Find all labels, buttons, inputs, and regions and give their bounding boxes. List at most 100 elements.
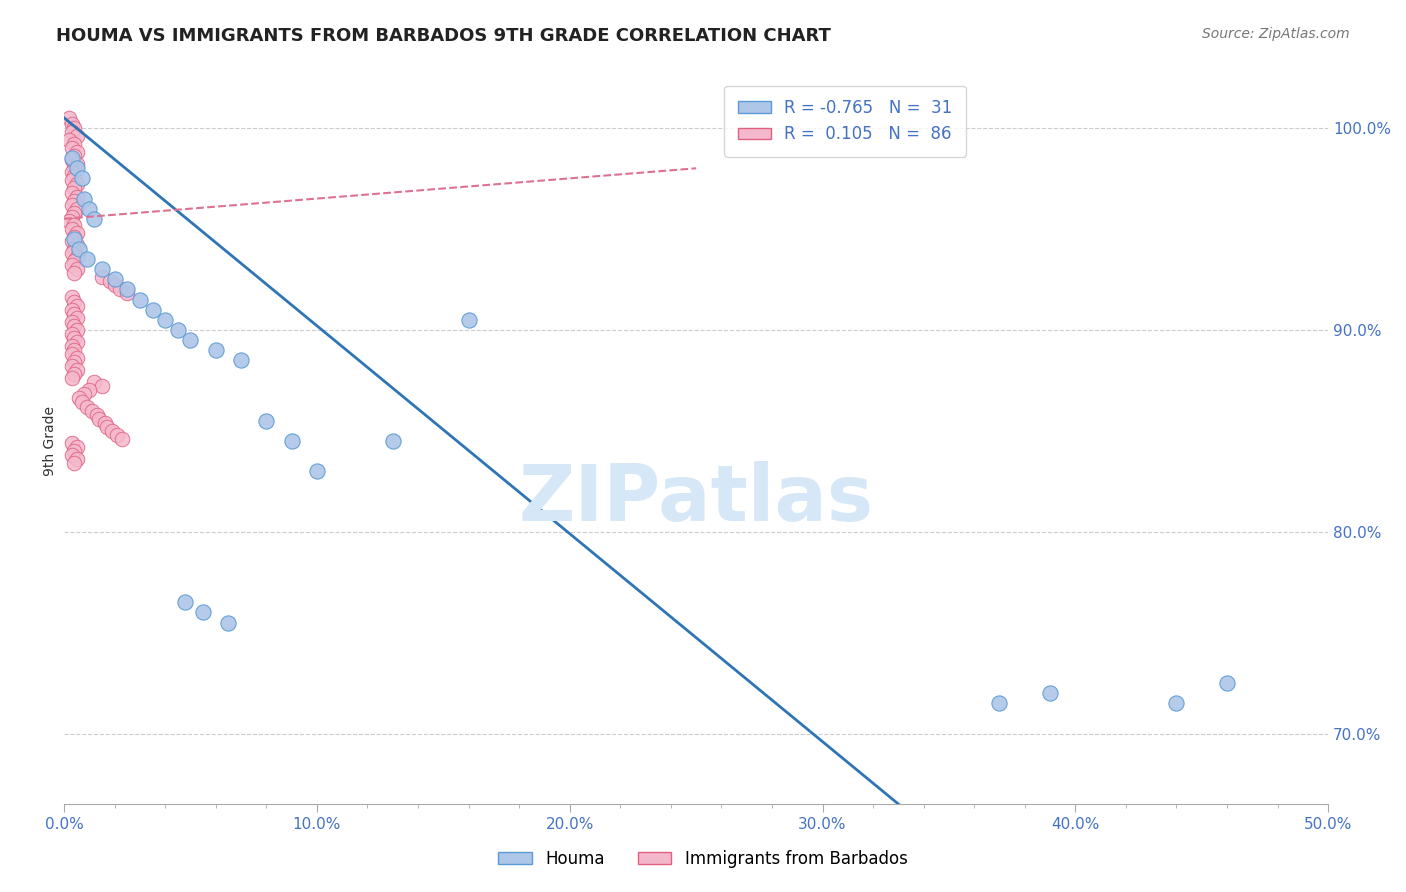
Point [60, 448, 83, 462]
Legend: R = -0.765   N =  31, R =  0.105   N =  86: R = -0.765 N = 31, R = 0.105 N = 86 [724, 86, 966, 157]
Point [101, 424, 124, 438]
Point [91, 262, 114, 277]
Point [108, 282, 131, 296]
Point [1039, 686, 1062, 700]
Point [66, 226, 89, 240]
Point [60, 186, 83, 200]
Point [191, 606, 214, 620]
Point [60, 246, 83, 260]
Point [60, 315, 83, 329]
Point [63, 161, 86, 176]
Point [63, 181, 86, 195]
Point [70, 171, 93, 186]
Point [63, 355, 86, 369]
Point [166, 323, 188, 337]
Point [105, 427, 128, 442]
Point [66, 351, 89, 365]
Point [89, 411, 111, 425]
Point [129, 293, 152, 307]
Point [63, 149, 86, 163]
Point [988, 696, 1011, 710]
Point [117, 282, 139, 296]
Point [60, 141, 83, 155]
Y-axis label: 9th Grade: 9th Grade [44, 406, 58, 475]
Point [60, 153, 83, 168]
Point [93, 416, 115, 430]
Point [63, 343, 86, 357]
Point [66, 334, 89, 349]
Point [66, 440, 89, 454]
Point [63, 137, 86, 152]
Point [457, 312, 479, 326]
Text: HOUMA VS IMMIGRANTS FROM BARBADOS 9TH GRADE CORRELATION CHART: HOUMA VS IMMIGRANTS FROM BARBADOS 9TH GR… [56, 27, 831, 45]
Point [66, 161, 89, 176]
Point [60, 258, 83, 272]
Point [66, 145, 89, 160]
Point [60, 173, 83, 187]
Point [73, 387, 96, 401]
Point [96, 419, 118, 434]
Point [60, 210, 83, 224]
Text: ZIPatlas: ZIPatlas [519, 461, 873, 537]
Point [174, 595, 197, 609]
Point [67, 242, 90, 256]
Point [63, 218, 86, 232]
Point [63, 205, 86, 219]
Point [66, 128, 89, 143]
Point [86, 408, 108, 422]
Point [204, 343, 226, 357]
Point [60, 165, 83, 179]
Point [229, 353, 252, 368]
Point [76, 400, 98, 414]
Point [63, 230, 86, 244]
Point [60, 347, 83, 361]
Point [79, 202, 101, 216]
Point [66, 250, 89, 264]
Point [104, 278, 127, 293]
Point [66, 310, 89, 325]
Point [83, 376, 105, 390]
Legend: Houma, Immigrants from Barbados: Houma, Immigrants from Barbados [492, 844, 914, 875]
Point [66, 157, 89, 171]
Point [60, 302, 83, 317]
Point [83, 211, 105, 226]
Point [66, 323, 89, 337]
Point [76, 252, 98, 267]
Point [111, 432, 134, 446]
Point [1166, 696, 1188, 710]
Point [63, 307, 86, 321]
Point [60, 151, 83, 165]
Point [63, 294, 86, 309]
Point [104, 272, 127, 286]
Point [63, 120, 86, 135]
Point [60, 435, 83, 450]
Point [1216, 676, 1239, 690]
Point [66, 189, 89, 203]
Point [60, 326, 83, 341]
Point [60, 117, 83, 131]
Point [60, 222, 83, 236]
Point [117, 286, 139, 301]
Point [58, 111, 80, 125]
Point [66, 299, 89, 313]
Text: Source: ZipAtlas.com: Source: ZipAtlas.com [1202, 27, 1350, 41]
Point [63, 254, 86, 268]
Point [60, 197, 83, 211]
Point [141, 302, 163, 317]
Point [60, 359, 83, 373]
Point [63, 266, 86, 280]
Point [66, 238, 89, 252]
Point [58, 133, 80, 147]
Point [66, 363, 89, 377]
Point [63, 368, 86, 382]
Point [60, 371, 83, 385]
Point [91, 379, 114, 393]
Point [98, 274, 121, 288]
Point [63, 232, 86, 246]
Point [66, 178, 89, 192]
Point [305, 464, 328, 478]
Point [80, 403, 103, 417]
Point [280, 434, 302, 448]
Point [63, 242, 86, 256]
Point [63, 444, 86, 458]
